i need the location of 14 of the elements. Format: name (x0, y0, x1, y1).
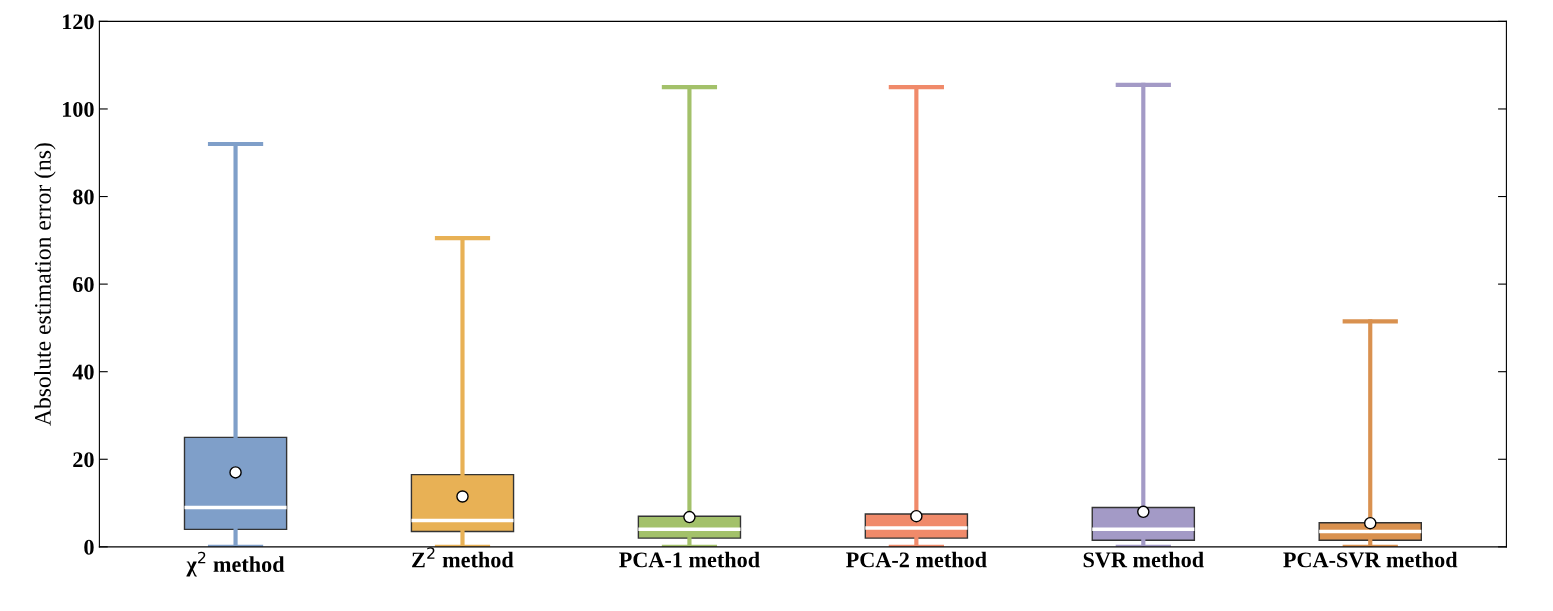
y-tick-label: 120 (62, 14, 94, 30)
x-tick-label: PCA-1 method (619, 551, 760, 568)
x-tick-label: Z$^{2}$ method (412, 547, 514, 568)
x-tick-label: SVR method (1083, 551, 1204, 568)
y-tick-label: 20 (73, 452, 94, 468)
y-tick-label: 40 (72, 364, 94, 380)
x-tick-label: PCA-SVR method (1283, 551, 1458, 568)
y-tick-label: 100 (62, 101, 94, 117)
x-tick-label: χ$^{2}$ method (186, 551, 285, 577)
y-axis-title: Absolute estimation error (ns) (34, 143, 56, 426)
x-tick-label: PCA-2 method (846, 551, 987, 568)
y-tick-label: 0 (84, 539, 94, 555)
y-tick-label: 80 (73, 189, 94, 205)
y-tick-label: 60 (73, 277, 94, 293)
